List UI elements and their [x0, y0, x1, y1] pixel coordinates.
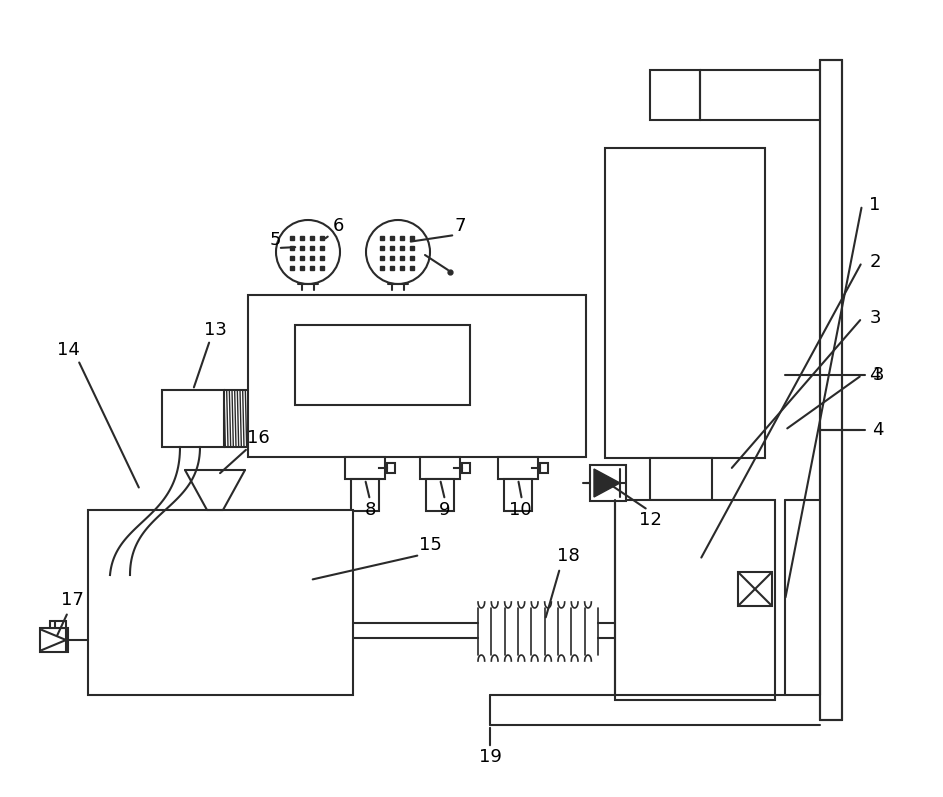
- Text: 4: 4: [869, 366, 881, 384]
- Text: 18: 18: [556, 547, 579, 565]
- Bar: [50, 621, 66, 628]
- Bar: [738, 572, 772, 606]
- Bar: [615, 500, 775, 700]
- Text: 15: 15: [419, 536, 441, 554]
- Bar: [420, 457, 460, 479]
- Bar: [426, 479, 454, 511]
- Text: 2: 2: [869, 253, 881, 271]
- Text: 8: 8: [364, 501, 375, 519]
- Bar: [295, 325, 470, 405]
- Text: 19: 19: [478, 748, 502, 766]
- Text: 6: 6: [332, 217, 343, 235]
- Bar: [504, 479, 532, 511]
- Bar: [462, 463, 470, 473]
- Text: 3: 3: [872, 366, 884, 384]
- Polygon shape: [594, 469, 620, 497]
- Bar: [650, 458, 712, 500]
- Text: 16: 16: [247, 429, 270, 447]
- Bar: [248, 295, 586, 457]
- Bar: [590, 465, 626, 501]
- Text: 1: 1: [869, 196, 881, 214]
- Bar: [345, 457, 385, 479]
- Text: 17: 17: [60, 591, 83, 609]
- Text: 14: 14: [57, 341, 79, 359]
- Bar: [351, 479, 379, 511]
- Text: 12: 12: [638, 511, 661, 529]
- Bar: [387, 463, 395, 473]
- Text: 5: 5: [270, 231, 281, 249]
- Bar: [650, 70, 700, 120]
- Text: 9: 9: [439, 501, 451, 519]
- Bar: [88, 510, 353, 695]
- Bar: [162, 390, 224, 447]
- Text: 3: 3: [869, 309, 881, 327]
- Text: 10: 10: [508, 501, 531, 519]
- Bar: [540, 463, 548, 473]
- Text: 7: 7: [455, 217, 466, 235]
- Bar: [605, 148, 765, 458]
- Text: 13: 13: [204, 321, 226, 339]
- Bar: [498, 457, 538, 479]
- Bar: [40, 628, 68, 652]
- Text: 4: 4: [872, 421, 884, 439]
- Bar: [820, 60, 842, 720]
